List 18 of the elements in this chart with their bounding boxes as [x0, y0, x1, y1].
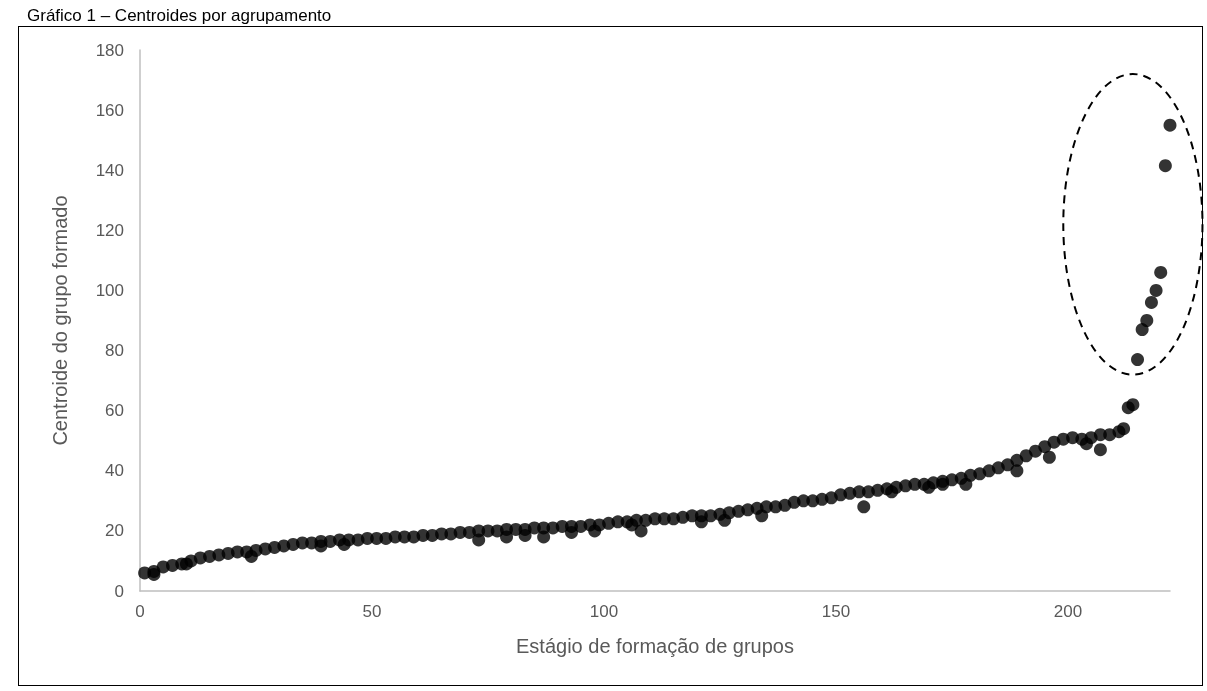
y-tick-label: 120 — [95, 220, 124, 240]
x-tick-label: 150 — [821, 602, 851, 621]
y-tick-label: 0 — [114, 581, 124, 601]
y-tick-label: 40 — [105, 461, 124, 481]
y-tick-label: 100 — [95, 280, 124, 300]
x-tick-label: 50 — [362, 602, 382, 621]
y-tick-label: 160 — [95, 100, 124, 120]
y-tick-label: 180 — [95, 40, 124, 60]
y-tick-label: 80 — [105, 341, 124, 361]
x-tick-label: 200 — [1053, 602, 1083, 621]
y-axis-title: Centroide do grupo formado — [49, 195, 71, 446]
y-tick-label: 60 — [105, 401, 124, 421]
x-axis-title: Estágio de formação de grupos — [516, 635, 794, 657]
x-tick-label: 100 — [589, 602, 619, 621]
x-tick-label: 0 — [135, 602, 145, 621]
y-tick-label: 20 — [105, 521, 124, 541]
y-tick-label: 140 — [95, 160, 124, 180]
chart-title: Gráfico 1 – Centroides por agrupamento — [27, 6, 332, 25]
